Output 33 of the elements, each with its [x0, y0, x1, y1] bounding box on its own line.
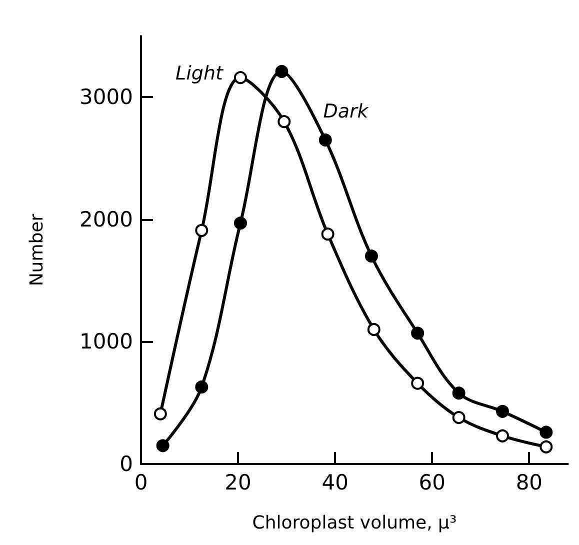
point [452, 386, 466, 400]
series-label: Dark [323, 100, 370, 122]
point [195, 224, 208, 237]
point [411, 376, 424, 390]
series-label: Light [176, 62, 225, 85]
x-tick-label: 60 [418, 470, 446, 494]
point [275, 64, 288, 78]
point [234, 216, 247, 230]
x-tick-label: 0 [134, 470, 148, 494]
y-tick-label: 3000 [80, 85, 133, 110]
x-tick-label: 20 [224, 470, 252, 494]
point [156, 439, 170, 452]
y-tick-label: 1000 [80, 330, 133, 354]
y-tick-label: 2000 [80, 207, 133, 232]
point [452, 411, 466, 424]
point [411, 326, 424, 340]
point [318, 133, 332, 146]
point [234, 71, 247, 84]
point [321, 228, 334, 241]
point [364, 250, 378, 263]
x-tick-label: 80 [516, 470, 543, 494]
point [496, 404, 509, 418]
point [195, 380, 208, 394]
y-tick-label: 0 [120, 452, 133, 476]
x-tick-label: 40 [322, 470, 348, 494]
point [540, 426, 553, 439]
point [367, 322, 380, 336]
y-axis-title: Number [26, 213, 48, 286]
point [540, 440, 553, 454]
point [154, 407, 167, 420]
point [278, 115, 291, 128]
point [496, 429, 509, 442]
x-axis-title: Chloroplast volume, μ³ [252, 512, 457, 534]
